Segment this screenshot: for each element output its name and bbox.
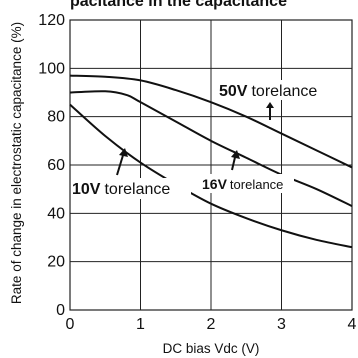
y-tick-labels: 0 20 40 60 80 100 120 xyxy=(38,12,65,319)
annotation-50v-value: 50V xyxy=(219,83,248,100)
annotation-16v-arrowhead xyxy=(231,150,240,159)
x-tick-label: 3 xyxy=(277,316,286,333)
annotation-10v: 10V torelance xyxy=(72,181,170,198)
y-tick-label: 80 xyxy=(47,109,65,126)
y-tick-label: 20 xyxy=(47,254,65,271)
series-line-0 xyxy=(69,74,353,169)
x-tick-label: 0 xyxy=(66,316,75,333)
series-line-1 xyxy=(69,90,353,207)
y-axis-label: Rate of change in electrostatic capacita… xyxy=(9,22,24,304)
y-tick-label: 60 xyxy=(47,157,65,174)
annotation-16v-bg xyxy=(201,174,294,193)
annotation-16v: 16V torelance xyxy=(202,176,283,192)
series-lines xyxy=(69,74,353,249)
x-tick-label: 4 xyxy=(348,316,357,333)
annotation-10v-unit: torelance xyxy=(104,181,170,198)
series-line-2 xyxy=(69,103,353,249)
y-tick-label: 100 xyxy=(38,60,65,77)
clipped-heading: pacitance in the capacitance xyxy=(70,0,287,10)
y-tick-label: 40 xyxy=(47,205,65,222)
annotation-10v-value: 10V xyxy=(72,181,101,198)
annotation-50v: 50V torelance xyxy=(219,83,317,100)
x-axis-label: DC bias Vdc (V) xyxy=(163,341,260,356)
x-tick-labels: 0 1 2 3 4 xyxy=(66,316,357,333)
x-tick-label: 2 xyxy=(207,316,216,333)
annotation-10v-bg xyxy=(71,178,191,199)
annotation-16v-unit: torelance xyxy=(230,177,283,192)
grid-lines xyxy=(69,19,353,311)
y-tick-label: 0 xyxy=(56,302,65,319)
annotations: 50V torelance 16V torelance 10V torelance xyxy=(71,80,340,199)
plot-frame xyxy=(69,19,353,311)
annotation-50v-unit: torelance xyxy=(251,83,317,100)
y-tick-label: 120 xyxy=(38,12,65,29)
x-tick-label: 1 xyxy=(136,316,145,333)
annotation-16v-value: 16V xyxy=(202,176,228,192)
annotation-50v-bg xyxy=(216,80,340,100)
annotation-50v-arrowhead xyxy=(266,102,274,108)
annotation-10v-arrowhead xyxy=(119,148,128,157)
